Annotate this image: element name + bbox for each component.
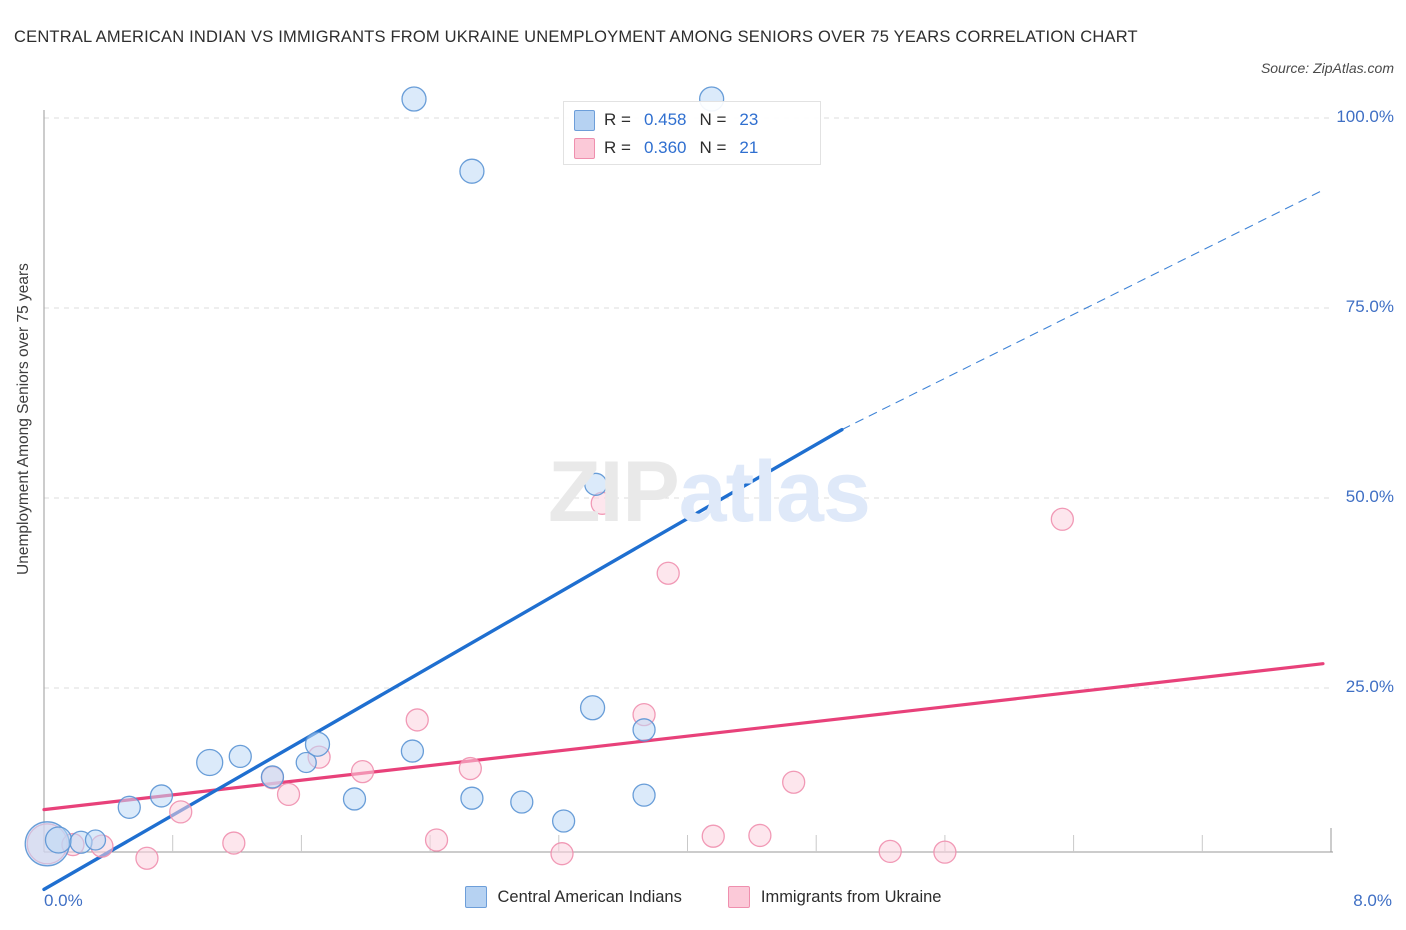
page-title: CENTRAL AMERICAN INDIAN VS IMMIGRANTS FR… [14, 28, 1138, 46]
data-point [405, 708, 429, 732]
y-axis-tick-label: 100.0% [1336, 107, 1394, 126]
data-point [196, 748, 224, 777]
correlation-n-value-pink: 21 [739, 138, 759, 157]
data-point [579, 695, 606, 721]
data-point [550, 842, 574, 866]
correlation-swatch-blue [574, 109, 595, 131]
y-axis-title: Unemployment Among Seniors over 75 years [15, 263, 32, 575]
correlation-swatch-pink [574, 137, 595, 159]
data-point [1050, 507, 1074, 531]
correlation-n-key-pink: N = [699, 138, 727, 157]
series-legend: Central American Indians Immigrants from… [0, 886, 1406, 908]
legend-swatch-blue [464, 886, 487, 908]
data-point [350, 759, 375, 784]
data-point [304, 731, 331, 757]
data-point [222, 831, 246, 855]
data-point [228, 744, 252, 769]
data-point [295, 751, 317, 774]
data-point [401, 86, 427, 112]
correlation-r-value-blue: 0.458 [643, 110, 687, 129]
data-point [400, 739, 425, 763]
legend-item-immigrants-from-ukraine[interactable]: Immigrants from Ukraine [727, 886, 942, 908]
data-point [584, 472, 608, 496]
data-point [460, 786, 484, 810]
axis-lines [43, 110, 1333, 853]
data-point [169, 800, 193, 824]
data-point [117, 795, 141, 819]
trend-lines [42, 189, 1325, 892]
x-axis-min-label: 0.0% [44, 891, 83, 910]
legend-label-blue: Central American Indians [497, 887, 682, 906]
x-axis-max-label: 8.0% [1353, 891, 1392, 910]
data-point [551, 809, 576, 833]
correlation-row-pink: R = 0.360 N = 21 [574, 134, 758, 162]
data-point [276, 782, 301, 807]
data-point [149, 784, 174, 808]
correlation-n-value-blue: 23 [739, 110, 759, 129]
data-point [135, 846, 159, 870]
data-point [510, 790, 534, 814]
data-point [656, 561, 680, 585]
data-point [44, 826, 73, 854]
data-point [632, 718, 656, 742]
data-point [782, 770, 806, 794]
data-point [458, 756, 482, 781]
data-point [748, 823, 772, 848]
chart-header: CENTRAL AMERICAN INDIAN VS IMMIGRANTS FR… [0, 0, 1406, 96]
legend-item-central-american-indians[interactable]: Central American Indians [464, 886, 682, 908]
legend-label-pink: Immigrants from Ukraine [760, 887, 942, 906]
data-points-immigrants-from-ukraine [26, 491, 1074, 870]
data-point [459, 158, 485, 184]
gridlines [44, 117, 1333, 689]
correlation-legend-box: R = 0.458 N = 23 R = 0.360 N = 21 [563, 101, 821, 165]
y-axis-tick-label: 25.0% [1345, 677, 1394, 696]
data-point [933, 840, 957, 864]
data-point [342, 787, 367, 811]
legend-swatch-pink [727, 886, 750, 908]
correlation-r-value-pink: 0.360 [643, 138, 687, 157]
data-points-central-american-indians [24, 86, 725, 867]
correlation-r-key-pink: R = [604, 138, 631, 157]
data-point [701, 824, 725, 848]
correlation-row-blue: R = 0.458 N = 23 [574, 106, 758, 134]
data-point [84, 829, 107, 851]
data-point [260, 765, 285, 789]
data-point [878, 839, 902, 864]
source-label: Source: ZipAtlas.com [1260, 60, 1394, 76]
data-point [424, 828, 449, 852]
correlation-r-key-blue: R = [604, 110, 631, 129]
y-axis-tick-label: 50.0% [1345, 487, 1394, 506]
y-axis-tick-label: 75.0% [1345, 297, 1394, 316]
data-point [632, 783, 656, 807]
correlation-n-key-blue: N = [699, 110, 727, 129]
